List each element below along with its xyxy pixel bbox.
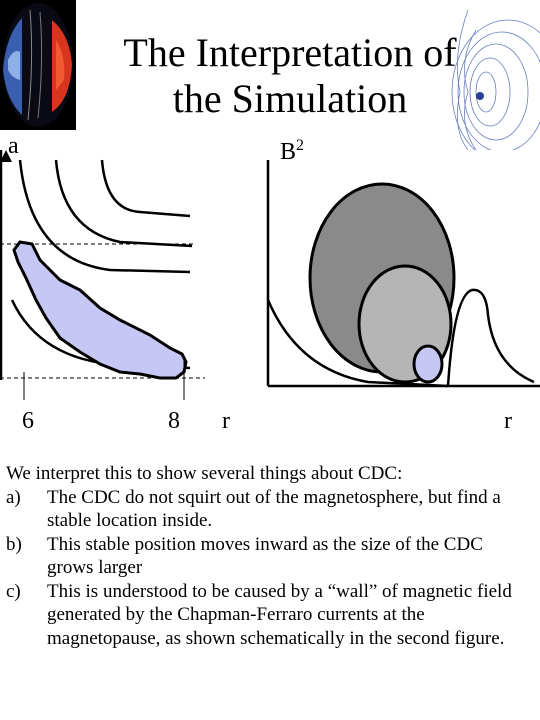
contour-line-2 — [54, 159, 193, 248]
fig1-ylabel: a — [8, 133, 19, 159]
contour-line-3 — [100, 159, 191, 218]
slide-title: The Interpretation of the Simulation — [95, 30, 485, 122]
magnetic-wall-figure — [266, 160, 540, 388]
list-marker: a) — [6, 486, 21, 508]
title-line-1: The Interpretation of — [123, 30, 457, 75]
field-curve-left — [266, 299, 449, 388]
fig1-tick-8: 8 — [168, 408, 180, 434]
list-item: b) This stable position moves inward as … — [6, 533, 534, 580]
list-item-text: This stable position moves inward as the… — [47, 533, 483, 579]
fig1-xlabel: r — [222, 408, 230, 434]
list-marker: c) — [6, 580, 21, 602]
title-line-2: the Simulation — [172, 76, 408, 121]
list-item: c) This is understood to be caused by a … — [6, 580, 534, 651]
intro-sentence: We interpret this to show several things… — [6, 463, 403, 484]
list-marker: b) — [6, 533, 22, 555]
point-list: a) The CDC do not squirt out of the magn… — [6, 486, 534, 651]
list-item: a) The CDC do not squirt out of the magn… — [6, 486, 534, 533]
magnetosphere-field-lines-image — [451, 9, 540, 150]
cdc-position-figure — [0, 150, 205, 400]
fig2-ylabel-base: B — [280, 139, 297, 165]
y-axis-arrow — [0, 150, 12, 162]
fig2-ylabel: B2 — [280, 132, 304, 166]
small-cdc-circle — [412, 344, 444, 384]
list-item-text: This is understood to be caused by a “wa… — [47, 580, 512, 649]
body-text: We interpret this to show several things… — [6, 462, 534, 650]
simulation-thumbnail-image — [0, 0, 76, 130]
fig1-tick-6: 6 — [22, 408, 34, 434]
fig2-xlabel: r — [504, 408, 512, 434]
field-curve-right — [446, 288, 535, 387]
cdc-region — [12, 240, 188, 380]
fig2-ylabel-superscript: 2 — [296, 137, 305, 154]
list-item-text: The CDC do not squirt out of the magneto… — [47, 486, 501, 532]
contour-line-1 — [18, 159, 191, 274]
